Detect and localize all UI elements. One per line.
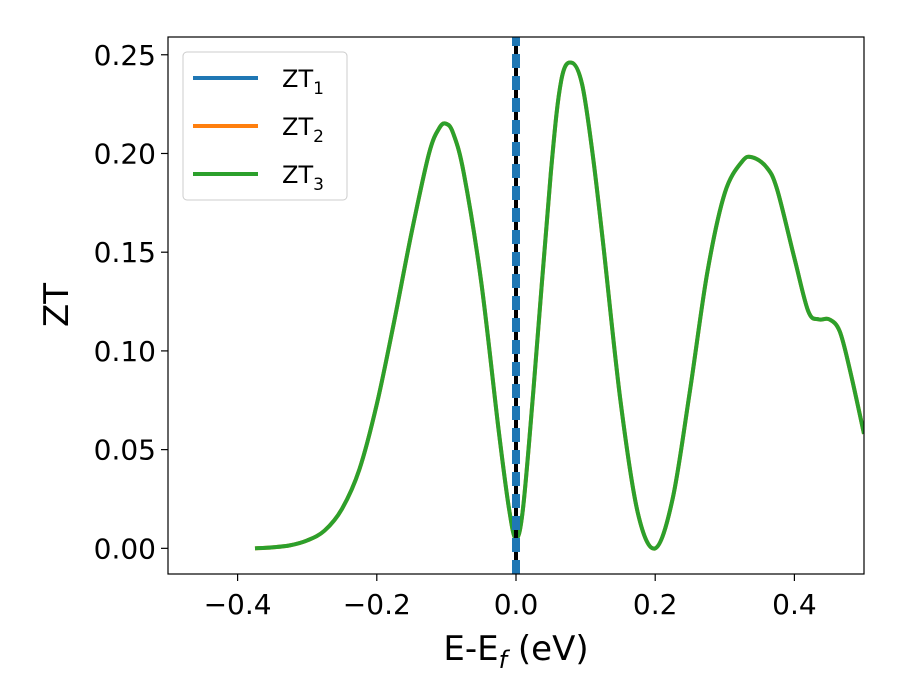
legend-box	[182, 51, 348, 201]
x-tick-label: 0.4	[772, 588, 817, 621]
plot-area	[254, 37, 864, 574]
y-tick-label: 0.20	[94, 137, 156, 170]
y-tick-label: 0.25	[94, 39, 156, 72]
series-line-zt3	[254, 60, 864, 551]
y-axis-label: ZT	[37, 283, 77, 327]
x-axis-label-unit: (eV)	[507, 629, 589, 669]
y-tick-label: 0.15	[94, 236, 156, 269]
legend-label-zt1: ZT1	[282, 65, 324, 99]
legend-label-zt3: ZT3	[282, 161, 324, 195]
y-axis: 0.00 0.05 0.10 0.15 0.20 0.25	[94, 39, 168, 565]
x-tick-label: 0.0	[494, 588, 539, 621]
x-tick-label: −0.2	[343, 588, 411, 621]
x-tick-label: 0.2	[633, 588, 678, 621]
y-tick-label: 0.00	[94, 532, 156, 565]
x-tick-label: −0.4	[204, 588, 272, 621]
x-axis-label: E-Ef (eV)	[443, 629, 588, 674]
y-tick-label: 0.10	[94, 335, 156, 368]
legend-label-zt2: ZT2	[282, 113, 324, 147]
legend: ZT1 ZT2 ZT3	[182, 51, 348, 201]
x-axis: −0.4 −0.2 0.0 0.2 0.4	[204, 574, 817, 621]
y-tick-label: 0.05	[94, 434, 156, 467]
